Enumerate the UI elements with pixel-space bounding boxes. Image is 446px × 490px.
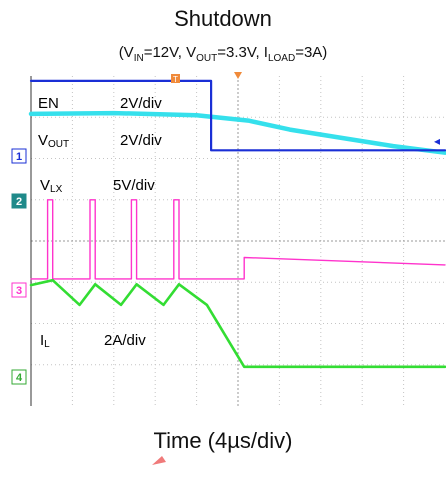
label-vout-scale: 2V/div (120, 132, 162, 149)
right-arrow-icon: ◂ (434, 134, 440, 148)
chart-title: Shutdown (174, 6, 272, 31)
series-vout (28, 110, 446, 155)
series-il (29, 278, 446, 369)
channel-marker: 2 (11, 193, 27, 209)
label-vout: VOUT (38, 132, 69, 150)
label-vlx-scale: 5V/div (113, 177, 155, 194)
series-vlx (30, 199, 446, 280)
channel-marker: 4 (11, 369, 27, 385)
chart-subtitle: (VIN=12V, VOUT=3.3V, ILOAD=3A) (118, 44, 328, 64)
channel-marker: 1 (11, 148, 27, 164)
svg-text:3: 3 (16, 285, 22, 297)
svg-text:2: 2 (16, 196, 22, 208)
x-axis-label: Time (4µs/div) (153, 428, 293, 453)
label-vlx: VLX (40, 177, 63, 195)
channel-markers: 1 2 3 4 (11, 148, 27, 385)
label-il-scale: 2A/div (104, 332, 146, 349)
label-en-scale: 2V/div (120, 95, 162, 112)
grid (31, 76, 445, 406)
trigger-marker: T (171, 74, 180, 84)
channel-marker: 3 (11, 282, 27, 298)
label-il: IL (40, 332, 50, 350)
svg-text:4: 4 (16, 372, 23, 384)
traces (28, 79, 446, 369)
cursor-icon (152, 456, 166, 465)
svg-text:1: 1 (16, 151, 22, 163)
trigger-position-icon (234, 72, 242, 79)
label-en: EN (38, 95, 59, 112)
svg-text:T: T (173, 75, 178, 84)
series-en (29, 79, 446, 152)
